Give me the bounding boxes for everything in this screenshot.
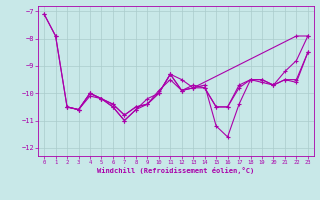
X-axis label: Windchill (Refroidissement éolien,°C): Windchill (Refroidissement éolien,°C) bbox=[97, 167, 255, 174]
